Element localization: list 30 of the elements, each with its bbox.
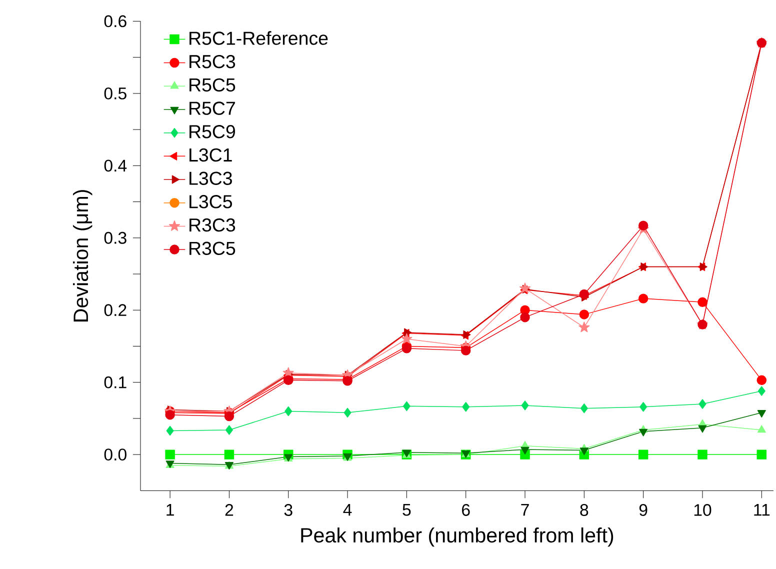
y-tick-label: 0.0	[104, 448, 126, 460]
x-axis-title: Peak number (numbered from left)	[301, 527, 614, 546]
legend-label: L3C1	[190, 148, 232, 162]
legend-label: R5C7	[190, 102, 235, 115]
x-tick-label: 4	[343, 504, 352, 516]
x-tick-label: 8	[580, 504, 588, 516]
y-axis-title: Deviation (μm)	[73, 190, 92, 322]
x-tick-label: 1	[166, 504, 174, 516]
x-tick-label: 11	[754, 504, 770, 516]
legend-label: R3C3	[190, 218, 236, 232]
x-tick-label: 5	[402, 504, 411, 516]
legend-label: R5C1-Reference	[190, 31, 328, 45]
x-tick-label: 7	[521, 504, 529, 516]
x-tick-label: 3	[284, 504, 292, 516]
legend-label: R3C5	[190, 242, 236, 255]
x-tick-label: 6	[462, 504, 470, 516]
x-tick-label: 2	[225, 504, 234, 516]
y-tick-label: 0.4	[104, 160, 127, 172]
y-tick-label: 0.5	[104, 87, 126, 100]
legend-label: R5C3	[190, 54, 236, 68]
legend-label: L3C5	[190, 194, 232, 208]
y-tick-label: 0.1	[104, 376, 126, 388]
y-tick-label: 0.6	[104, 15, 126, 28]
y-tick-label: 0.2	[104, 304, 126, 316]
legend-label: R5C5	[190, 78, 236, 92]
x-tick-label: 9	[639, 504, 648, 516]
legend-label: R5C9	[190, 124, 235, 138]
x-tick-label: 10	[694, 504, 712, 516]
y-tick-label: 0.3	[104, 232, 126, 244]
legend-label: L3C3	[190, 172, 232, 185]
